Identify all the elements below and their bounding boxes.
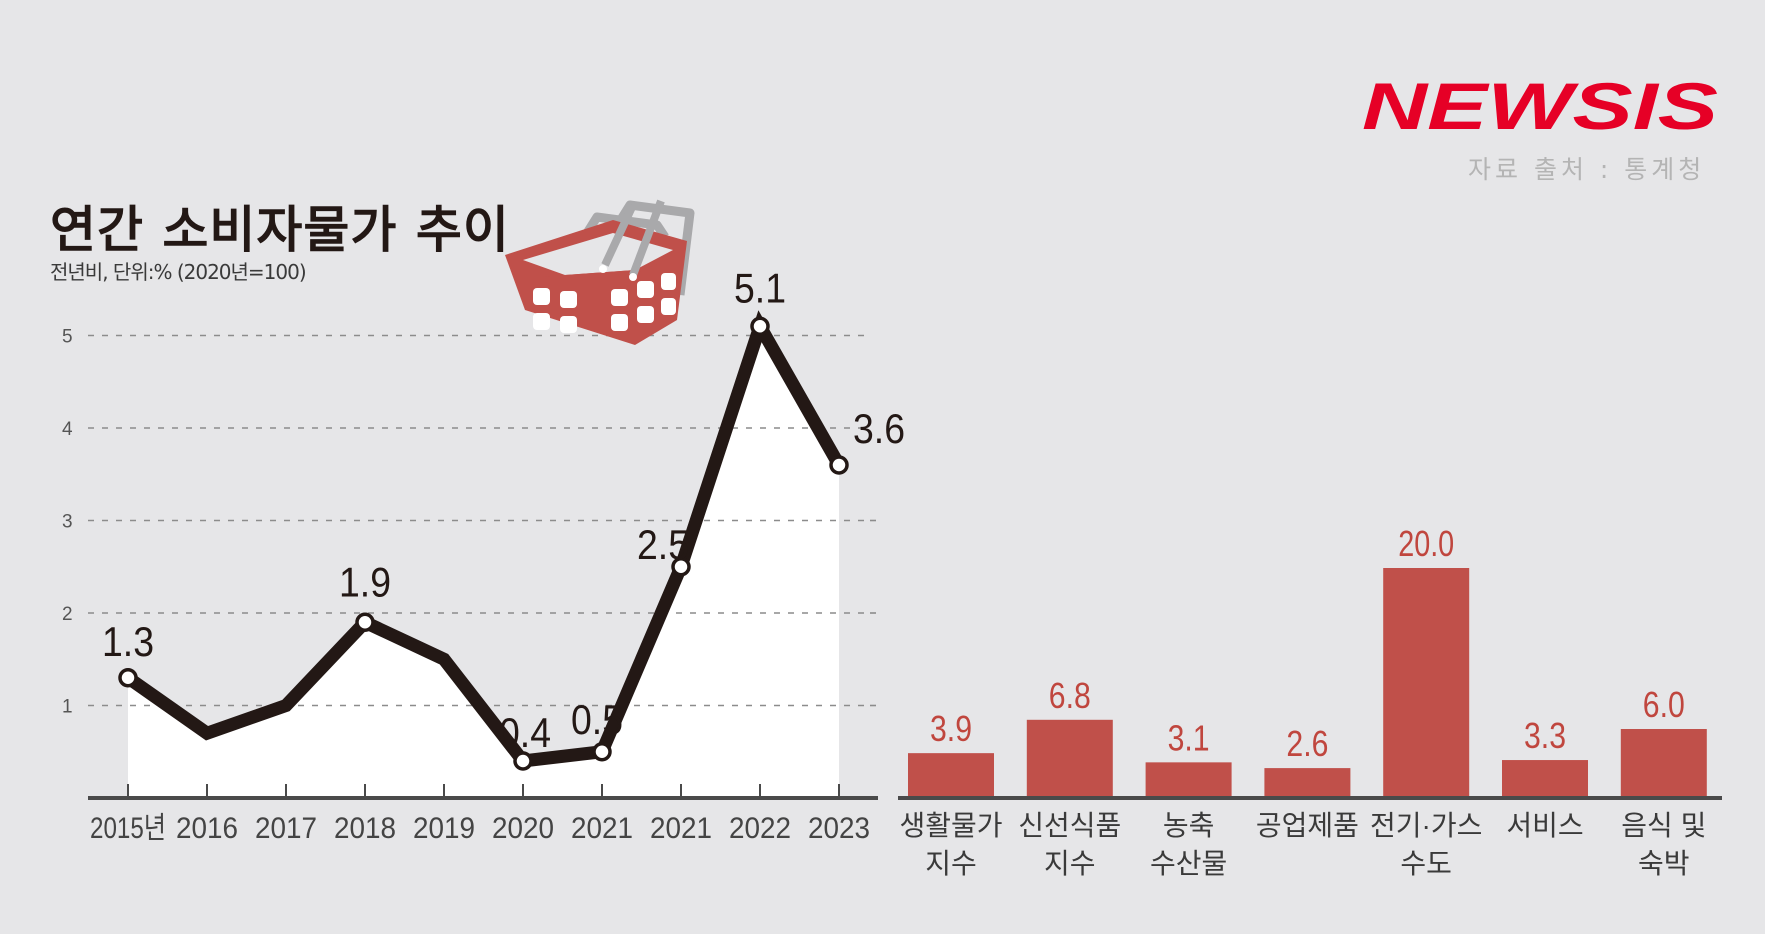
bar-value-label: 20.0 xyxy=(1398,523,1454,564)
chart-title: 연간 소비자물가 추이 xyxy=(50,201,510,259)
x-tick-label: 2019 xyxy=(413,812,475,845)
x-tick-label: 2023 xyxy=(808,812,870,845)
line-area-fill xyxy=(128,326,839,798)
source-note: 자료 출처 : 통계청 xyxy=(1468,155,1706,184)
bar-category-label: 전기·가스 xyxy=(1370,810,1482,841)
data-point-marker xyxy=(750,316,770,336)
x-tick-label: 2016 xyxy=(176,812,238,845)
bar-category-label: 지수 xyxy=(925,848,977,879)
data-point-marker xyxy=(118,668,138,688)
x-tick-label: 2020 xyxy=(492,812,554,845)
data-point-label: 0.4 xyxy=(499,709,551,756)
x-tick-label: 2018 xyxy=(334,812,396,845)
shopping-basket-icon xyxy=(505,199,695,345)
x-axis-labels: 2015년 2016 2017 2018 2019 2020 2021 2021 2022 202… xyxy=(90,812,870,845)
line-data-labels: 1.3 1.9 0.4 0.5 2.5 5.1 3.6 xyxy=(102,264,905,756)
bar xyxy=(1620,729,1707,798)
logo-text: NEWSIS xyxy=(1362,76,1718,134)
bar-category-label: 서비스 xyxy=(1506,810,1583,841)
x-tick-label: 2015년 xyxy=(90,812,166,845)
bar xyxy=(908,753,994,798)
newsis-logo: NEWSIS xyxy=(1362,76,1718,134)
y-gridlines xyxy=(88,334,880,707)
y-tick-label: 2 xyxy=(62,604,73,625)
y-axis-ticks: 1 2 3 4 5 xyxy=(62,327,73,718)
bar-category-label: 생활물가 xyxy=(899,810,1002,841)
bar-value-label: 6.0 xyxy=(1643,684,1685,725)
line-markers xyxy=(118,316,849,771)
data-point-label: 1.3 xyxy=(102,618,154,665)
chart-subtitle: 전년비, 단위:% (2020년=100) xyxy=(50,260,307,284)
data-point-label: 3.6 xyxy=(853,405,905,452)
bar-data-labels: 3.9 6.8 3.1 2.6 20.0 3.3 6.0 xyxy=(930,523,1685,764)
data-point-marker xyxy=(592,742,612,762)
y-tick-label: 5 xyxy=(62,327,73,348)
y-tick-label: 3 xyxy=(62,512,73,533)
x-axis-ticks xyxy=(127,784,840,798)
bar xyxy=(1383,568,1470,798)
bar xyxy=(1502,760,1588,798)
data-point-label: 5.1 xyxy=(734,264,786,311)
data-point-label: 2.5 xyxy=(637,521,689,568)
bar-category-label: 숙박 xyxy=(1638,848,1690,879)
bar-category-label: 수산물 xyxy=(1150,848,1227,879)
x-tick-label: 2017 xyxy=(255,812,317,845)
x-tick-label: 2021 xyxy=(571,812,633,845)
bar xyxy=(1145,762,1232,798)
bar-value-label: 3.1 xyxy=(1168,717,1210,758)
data-point-label: 0.5 xyxy=(571,696,623,743)
bar-category-label: 공업제품 xyxy=(1256,810,1359,841)
data-point-marker xyxy=(829,455,849,475)
data-point-marker xyxy=(671,557,691,577)
bar xyxy=(1264,768,1351,798)
y-tick-label: 1 xyxy=(62,697,73,718)
bar-value-label: 3.3 xyxy=(1524,715,1566,756)
bar-category-label: 농축 xyxy=(1163,810,1215,841)
data-point-marker xyxy=(355,612,375,632)
data-point-label: 1.9 xyxy=(339,558,391,605)
data-point-marker xyxy=(513,751,533,771)
x-tick-label: 2022 xyxy=(729,812,791,845)
bar-value-label: 3.9 xyxy=(930,708,972,749)
bar-value-label: 2.6 xyxy=(1286,723,1328,764)
x-tick-label: 2021 xyxy=(650,812,712,845)
bar-category-label: 음식 및 xyxy=(1621,810,1706,841)
y-tick-label: 4 xyxy=(62,419,73,440)
bar-category-label: 지수 xyxy=(1044,848,1096,879)
bar-category-label: 신선식품 xyxy=(1018,810,1121,841)
category-bars xyxy=(908,568,1707,798)
bar-category-label: 수도 xyxy=(1400,848,1452,879)
bar-value-label: 6.8 xyxy=(1049,675,1091,716)
bar xyxy=(1026,719,1113,798)
cpi-line xyxy=(124,310,845,768)
